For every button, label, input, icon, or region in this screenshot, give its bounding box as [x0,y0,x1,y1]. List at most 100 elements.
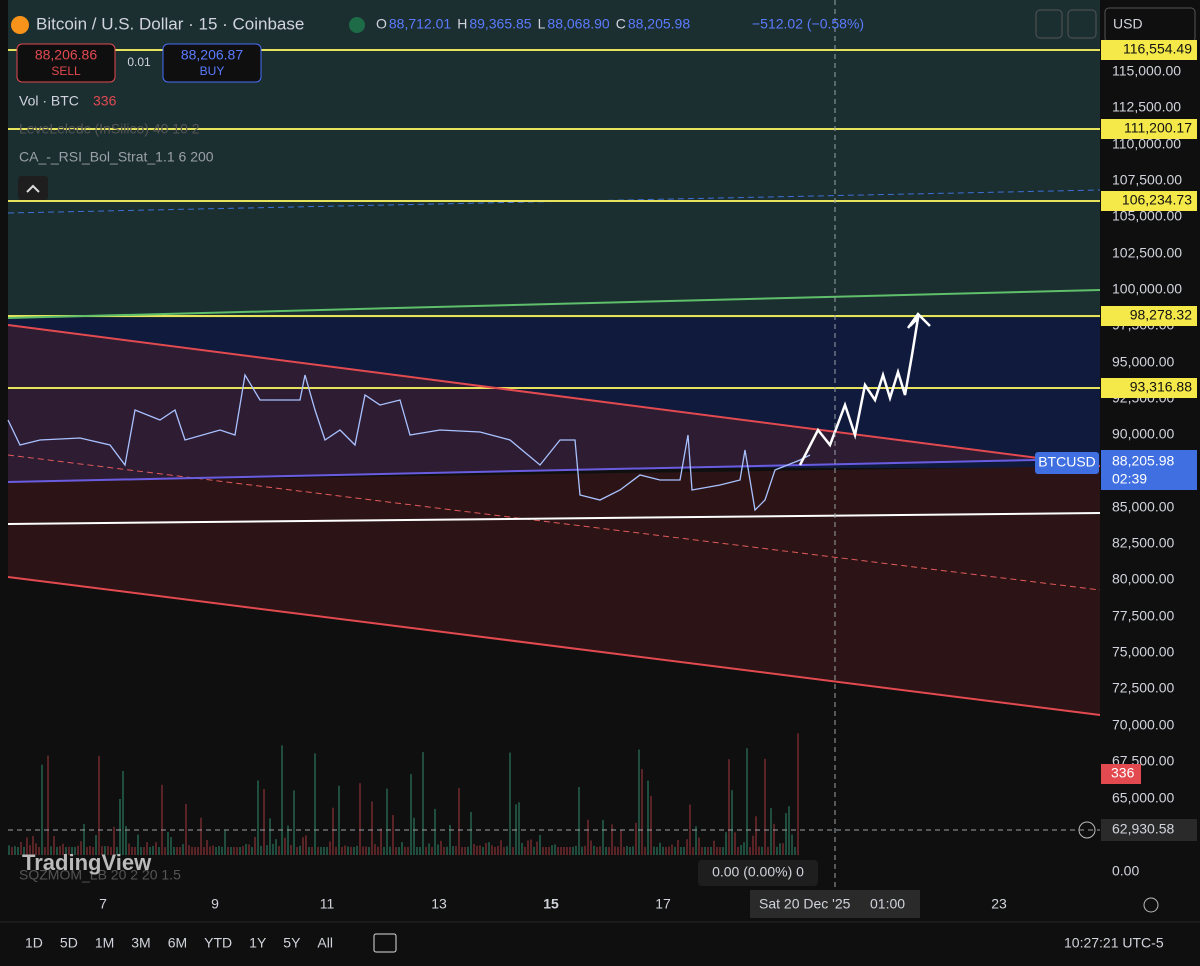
volume-bar [44,846,46,855]
volume-bar [227,846,229,855]
tooltip: 0.00 (0.00%) 0 [712,864,804,880]
add-btn[interactable] [1078,821,1096,839]
time-tick: 17 [655,896,671,912]
volume-bar [317,847,319,855]
volume-bar [785,813,787,855]
volume-bar [83,824,85,855]
volume-bar [284,837,286,855]
status-dot [349,17,365,33]
last-price-bg [1101,450,1197,490]
volume-bar [128,843,130,855]
range-button[interactable]: YTD [204,935,232,951]
volume-bar [86,846,88,855]
range-button[interactable]: 5Y [283,935,301,951]
volume-bar [605,846,607,855]
time-tick: 11 [320,896,335,912]
price-tick: 0.00 [1112,863,1139,879]
volume-bar [149,846,151,855]
range-button[interactable]: 5D [60,935,78,951]
volume-bar [713,840,715,855]
volume-bar [521,842,523,855]
volume-bar [494,847,496,855]
volume-bar [608,846,610,855]
volume-bar [767,846,769,855]
countdown: 02:39 [1112,471,1147,487]
volume-bar [539,834,541,855]
volume-bar [431,846,433,855]
volume-bar [113,826,115,855]
price-tick: 112,500.00 [1112,99,1181,115]
volume-bar [542,847,544,855]
green-line [7,289,1101,319]
volume-bar [398,846,400,855]
volume-bar [137,834,139,855]
volume-bar [11,846,13,855]
volume-bar [410,774,412,855]
volume-bar [626,846,628,855]
sell-btn[interactable] [16,43,116,83]
volume-bar [386,788,388,855]
volume-bar [224,830,226,855]
range-button[interactable]: 1M [95,935,114,951]
volume-bar [392,814,394,855]
price-tick: 90,000.00 [1112,426,1174,442]
volume-bar [557,846,559,855]
buy-btn[interactable] [162,43,262,83]
symbol: Bitcoin / U.S. Dollar · 15 · Coinbase [36,14,304,33]
range-button[interactable]: 1D [25,935,43,951]
volume-bar [167,832,169,855]
volume-bar [422,752,424,855]
volume-bar [725,832,727,855]
volume-bar [458,788,460,855]
volume-bar [350,846,352,855]
ohlc-value: 88,068.90 [547,16,609,32]
volume-bar [413,817,415,855]
volume-bar [569,846,571,855]
volume-bar [782,843,784,855]
volume-bar [359,783,361,855]
volume-bar [281,745,283,855]
volume-bar [92,847,94,855]
volume-bar [68,846,70,855]
volume-bar [104,846,106,855]
volume-bar [356,845,358,855]
range-button[interactable]: 1Y [249,935,267,951]
date-range-icon[interactable] [373,933,397,953]
last-symbol: BTCUSD [1038,454,1096,470]
time-tick: 13 [431,896,447,912]
volume-bar [512,846,514,855]
crosshair-date: Sat 20 Dec '25 [759,896,851,912]
fullscreen-btn[interactable] [1067,9,1097,39]
range-button[interactable]: 3M [131,935,150,951]
volume-bar [185,803,187,855]
volume-bar [188,845,190,855]
volume-bar [125,826,127,855]
download-btn[interactable] [1035,9,1063,39]
volume-bar [47,755,49,855]
settings-icon[interactable] [1143,897,1159,913]
crosshair-price-bg [1101,819,1197,841]
volume-bar [260,845,262,855]
last-symbol-bg [1035,452,1099,474]
volume-bar [179,846,181,855]
volume-bar [182,844,184,855]
volume-bar [362,846,364,855]
indicator: SQZMOM_LB 20 2 20 1.5 [19,867,181,883]
range-button[interactable]: 6M [168,935,187,951]
volume-bar [635,822,637,855]
zone-purple [8,325,1035,482]
volume-bar [320,846,322,855]
volume-bar [269,818,271,855]
level-tag: 93,316.88 [1130,379,1192,395]
ohlc: O 88,712.01 H 89,365.85 L 88,068.90 C 88,205.98 [349,16,690,33]
volume-bar [686,839,688,855]
volume-bar [770,808,772,855]
volume-bar [29,845,31,855]
price-tick: 80,000.00 [1112,571,1174,587]
volume-bar [509,752,511,855]
buy-price: 88,206.87 [181,47,243,63]
price-tick: 82,500.00 [1112,535,1174,551]
range-button[interactable]: All [317,935,333,951]
collapse-btn[interactable] [18,176,48,200]
volume-bar [134,846,136,855]
